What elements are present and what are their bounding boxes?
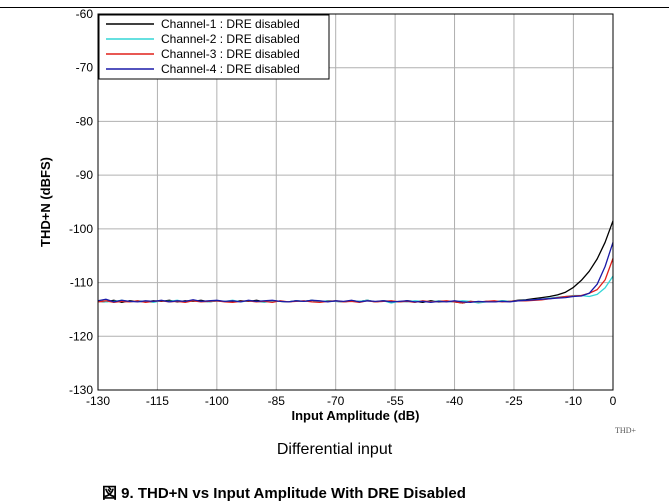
y-tick-labels: -60 -70 -80 -90 -100 -110 -120 -130: [69, 7, 93, 397]
y-tick-label: -90: [76, 168, 94, 182]
x-tick-label: -10: [565, 394, 583, 408]
top-rule: [0, 7, 669, 8]
legend-entry-channel-2: Channel-2 : DRE disabled: [161, 32, 300, 46]
x-tick-label: -40: [446, 394, 464, 408]
x-tick-label: -70: [327, 394, 345, 408]
x-tick-label: -130: [86, 394, 110, 408]
x-tick-labels: -130 -115 -100 -85 -70 -55 -40 -25 -10 0: [86, 394, 617, 408]
y-axis-label: THD+N (dBFS): [38, 157, 53, 247]
series-line-channel-4: [97, 242, 614, 304]
x-tick-label: -100: [205, 394, 229, 408]
x-tick-label: -25: [505, 394, 523, 408]
x-tick-label: -115: [146, 394, 169, 408]
plot-frame: [97, 13, 614, 391]
chart-subtitle: Differential input: [276, 441, 393, 458]
thd-n-chart: -130 -115 -100 -85 -70 -55 -40 -25 -10 0 -60-70-8…: [38, 7, 636, 435]
y-tick-label: -60: [76, 7, 94, 21]
y-tick-label: -70: [76, 61, 94, 75]
series-layer: [97, 220, 614, 304]
y-tick-label: -80: [76, 114, 94, 128]
x-tick-label: -55: [386, 394, 404, 408]
y-tick-label: -120: [69, 329, 93, 343]
legend-entry-channel-1: Channel-1 : DRE disabled: [161, 17, 300, 31]
y-tick-label: -110: [70, 276, 93, 290]
figure-code: THD+: [615, 426, 636, 435]
series-line-channel-1: [97, 220, 614, 304]
series-line-channel-3: [97, 258, 614, 304]
x-tick-label: 0: [610, 394, 617, 408]
x-tick-label: -85: [268, 394, 286, 408]
figure-caption: 図 9. THD+N vs Input Amplitude With DRE D…: [102, 485, 466, 502]
y-tick-label: -100: [69, 222, 93, 236]
legend-entry-channel-4: Channel-4 : DRE disabled: [161, 62, 300, 76]
legend-entry-channel-3: Channel-3 : DRE disabled: [161, 47, 300, 61]
x-axis-label: Input Amplitude (dB): [291, 408, 419, 423]
y-tick-label: -130: [69, 383, 93, 397]
